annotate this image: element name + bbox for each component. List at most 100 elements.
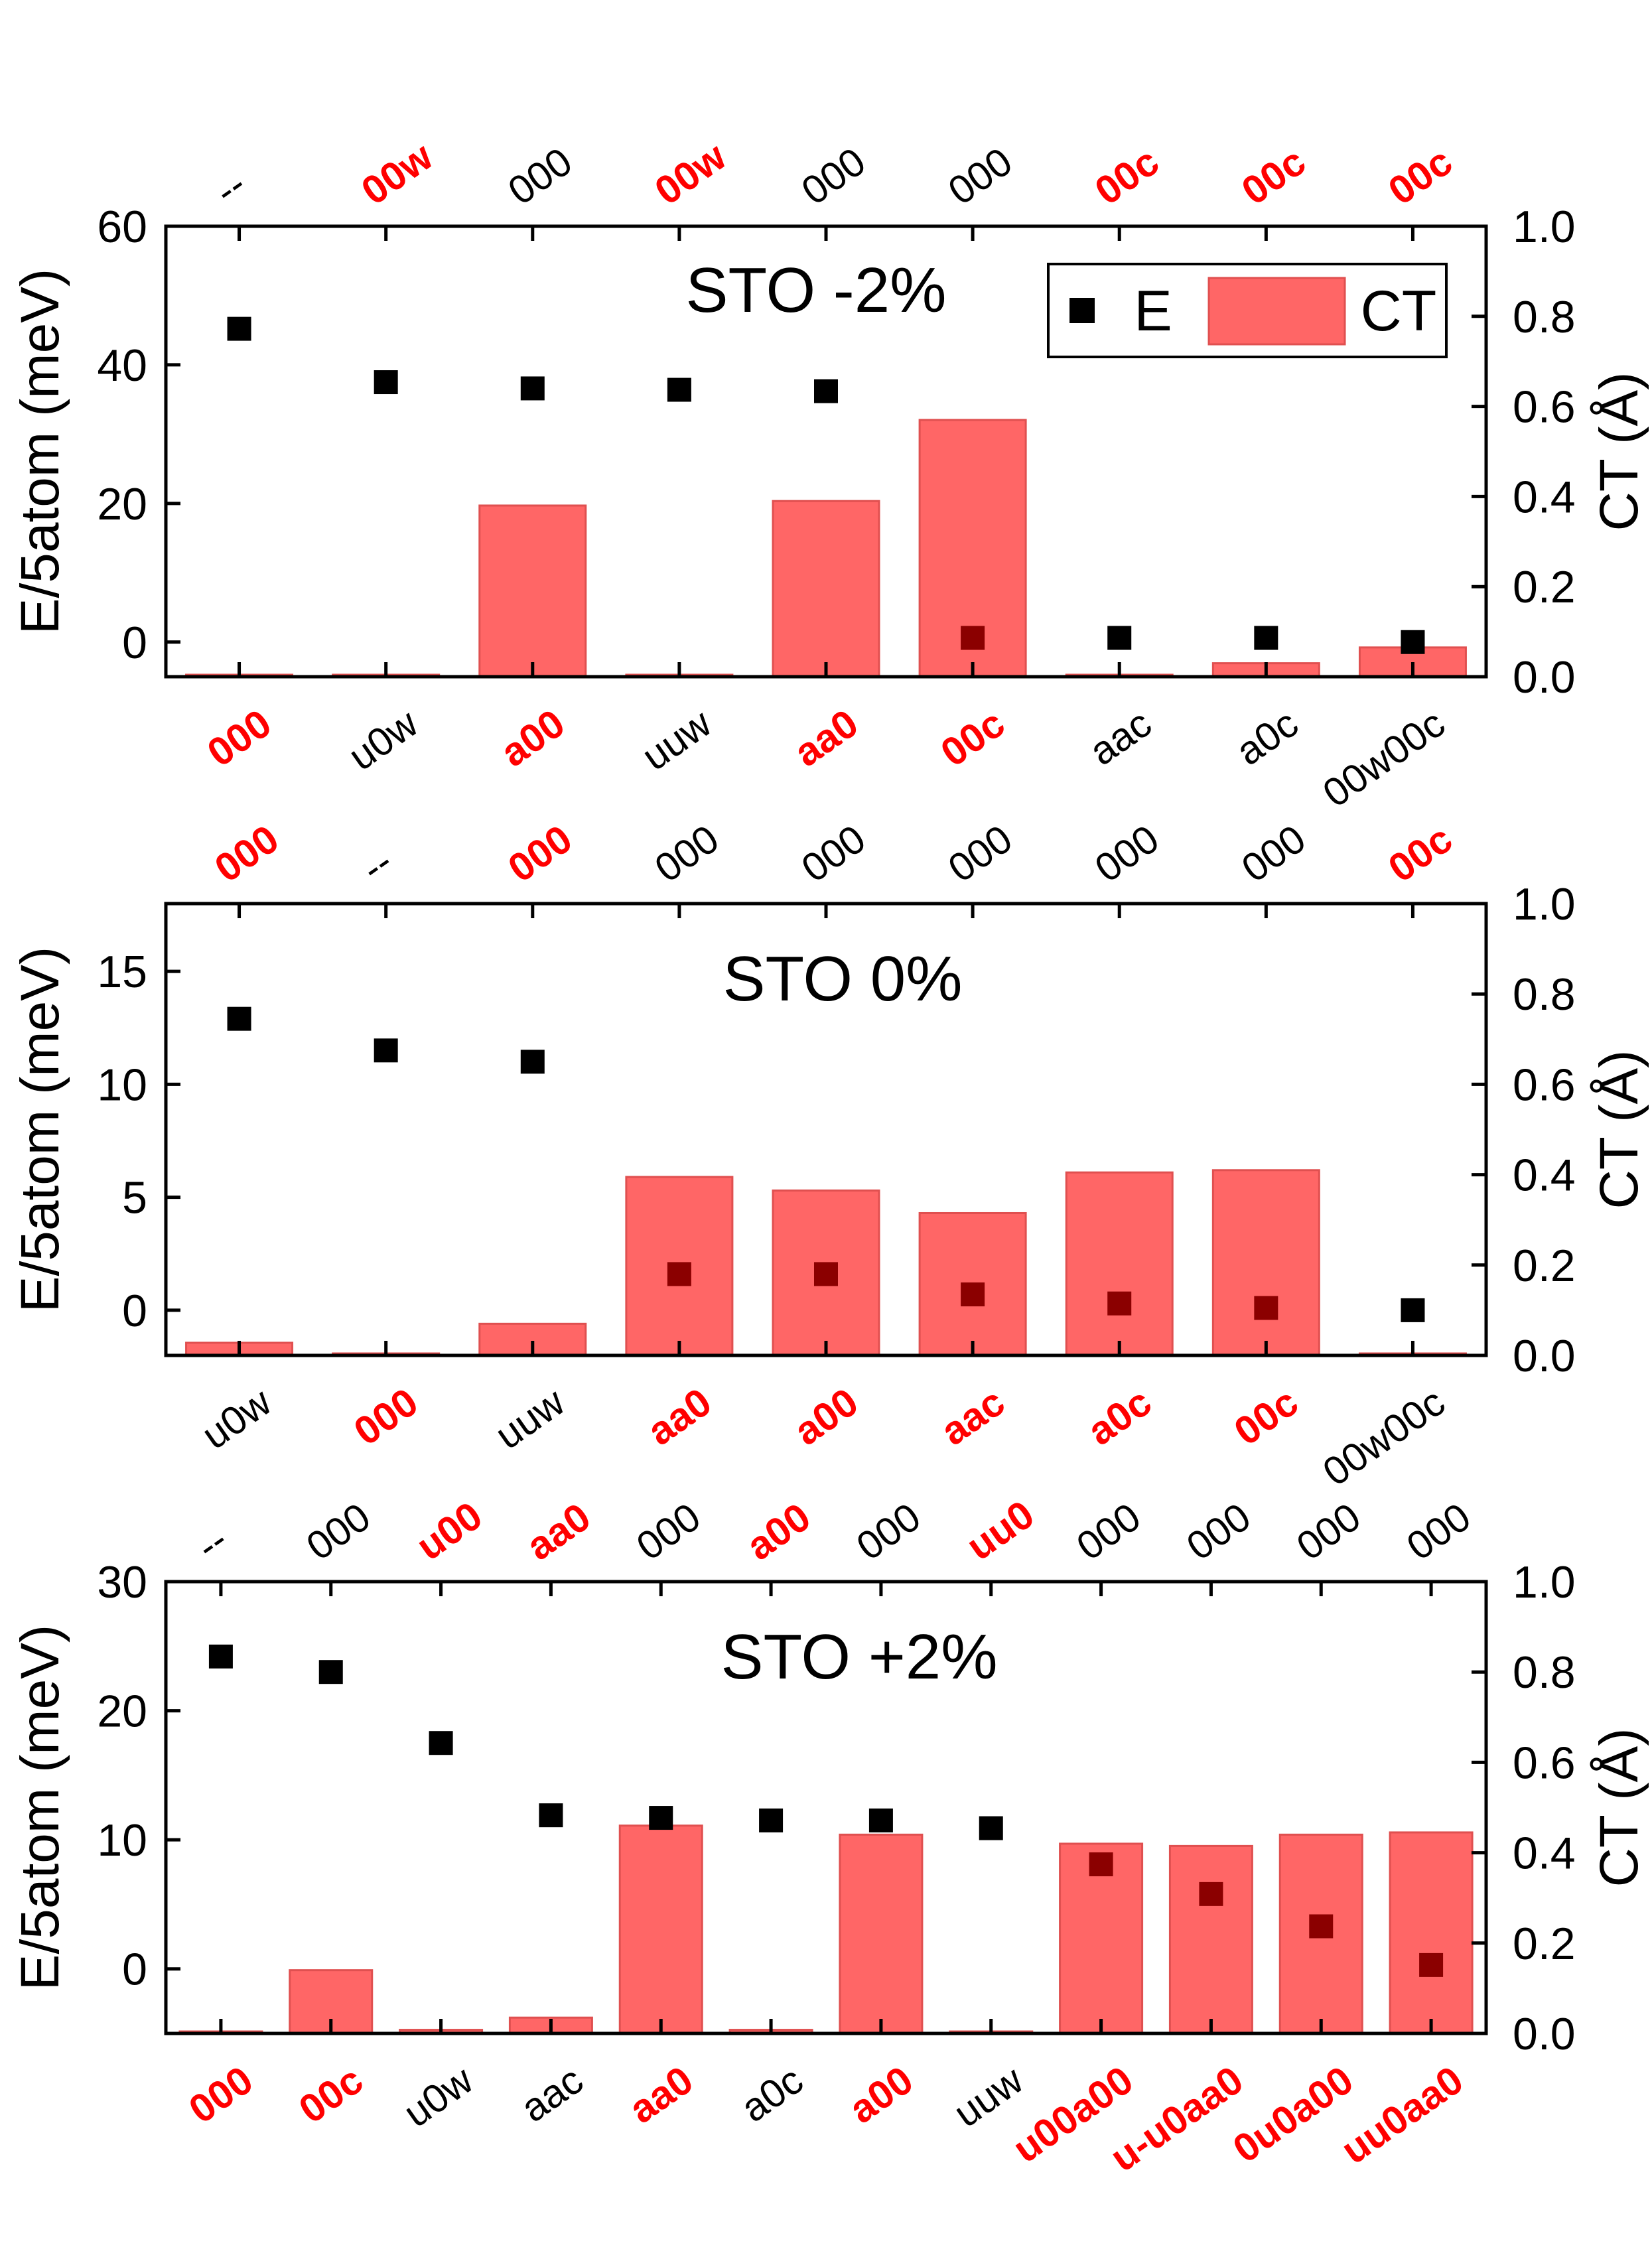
bottom-category-label: 00c (933, 701, 1012, 775)
top-category-label: 000 (1399, 1494, 1478, 1568)
left-tick-label: 20 (97, 479, 147, 529)
left-axis-title: E/5atom (meV) (10, 269, 70, 634)
ct-bar (839, 1833, 924, 2035)
left-axis-title: E/5atom (meV) (10, 1625, 70, 1990)
energy-point (520, 376, 545, 401)
right-tick-label: 0.2 (1513, 1919, 1576, 1969)
energy-point (227, 1006, 251, 1031)
left-tick-label: 10 (97, 1815, 147, 1866)
energy-point (318, 1660, 343, 1684)
energy-point (961, 1282, 985, 1307)
top-category-label: 00w (647, 134, 734, 214)
bottom-category-label: aac (1081, 701, 1160, 774)
bottom-category-label: 000 (181, 2057, 261, 2132)
right-tick-label: 1.0 (1513, 1557, 1576, 1608)
energy-point (1419, 1953, 1444, 1977)
ct-bar (1389, 1831, 1474, 2035)
right-tick-label: 0.8 (1513, 969, 1576, 1020)
ct-bar (772, 500, 880, 678)
bottom-category-label: u0w (194, 1379, 279, 1458)
bottom-category-label: 00w00c (1315, 701, 1453, 816)
energy-point (520, 1050, 545, 1074)
left-tick-label: 5 (122, 1173, 147, 1223)
energy-point (1401, 630, 1425, 654)
energy-point (759, 1808, 784, 1832)
energy-point (1089, 1852, 1113, 1877)
right-tick-label: 0.2 (1513, 562, 1576, 612)
left-tick-label: 30 (97, 1557, 147, 1608)
panel-title: STO +2% (721, 1621, 997, 1692)
right-tick-label: 0.4 (1513, 1150, 1576, 1201)
ct-bar (1211, 1169, 1320, 1357)
legend-swatch-ct (1207, 277, 1346, 346)
right-axis-title: CT (Å) (1589, 372, 1649, 531)
right-tick-label: 0.0 (1513, 652, 1576, 703)
bottom-category-label: aac (933, 1379, 1012, 1454)
top-category-label: 000 (207, 816, 287, 890)
bottom-category-label: u0w (395, 2057, 481, 2136)
top-category-label: 000 (940, 816, 1020, 890)
top-category-label: 000 (793, 816, 873, 890)
energy-point (1107, 1291, 1132, 1316)
energy-point (1107, 626, 1132, 650)
top-category-label: 000 (940, 139, 1020, 213)
legend-marker-e (1069, 298, 1095, 323)
top-category-label: uu0 (959, 1492, 1042, 1569)
top-category-label: 000 (1178, 1494, 1258, 1568)
ct-bar (1168, 1844, 1253, 2035)
top-category-label: -- (207, 162, 254, 214)
ct-bar (618, 1824, 703, 2035)
top-category-label: 000 (1069, 1494, 1148, 1568)
top-category-label: aa0 (518, 1494, 598, 1568)
top-category-label: 00w (354, 134, 441, 214)
right-tick-label: 0.6 (1513, 1060, 1576, 1110)
top-category-label: 00c (1380, 816, 1460, 890)
bottom-category-label: a0c (733, 2057, 811, 2130)
plot-frame (164, 1580, 1488, 2035)
top-category-label: -- (354, 839, 401, 891)
bottom-category-label: aa0 (640, 1379, 719, 1454)
ct-bar (478, 504, 587, 678)
energy-point (429, 1731, 453, 1755)
top-category-label: 00c (1087, 139, 1166, 213)
energy-point (667, 1262, 691, 1286)
bottom-category-label: uuw (487, 1379, 573, 1458)
legend-label-ct: CT (1361, 279, 1437, 343)
top-category-label: 000 (1087, 816, 1166, 890)
right-tick-label: 0.6 (1513, 382, 1576, 433)
energy-point (1254, 1296, 1278, 1320)
top-category-label: 00c (1380, 139, 1460, 213)
top-category-label: 000 (647, 816, 726, 890)
left-axis-title: E/5atom (meV) (10, 947, 70, 1312)
left-tick-label: 60 (97, 202, 147, 252)
right-tick-label: 0.6 (1513, 1738, 1576, 1788)
energy-point (374, 370, 398, 395)
legend: E CT (1047, 263, 1448, 358)
bottom-category-label: u0w (340, 701, 426, 779)
energy-point (1309, 1914, 1334, 1939)
top-category-label: a00 (738, 1494, 818, 1568)
bottom-category-label: a0c (1228, 701, 1306, 774)
bottom-category-label: a0c (1079, 1379, 1159, 1454)
left-tick-label: 0 (122, 1286, 147, 1336)
right-tick-label: 0.8 (1513, 292, 1576, 342)
left-tick-label: 0 (122, 1945, 147, 1995)
bottom-category-label: aac (513, 2057, 591, 2130)
left-tick-label: 40 (97, 340, 147, 391)
right-tick-label: 0.0 (1513, 1331, 1576, 1381)
energy-point (1254, 626, 1278, 650)
top-category-label: 00c (1233, 139, 1313, 213)
ct-bar (1065, 1171, 1174, 1357)
top-category-label: u00 (409, 1493, 490, 1568)
panel-sto-minus-2: 0 20 40 60 0.0 0.2 0.4 0.6 0.8 1.0 000 -- u0w 00w a00 0… (10, 134, 1649, 816)
energy-point (227, 316, 251, 341)
panel-title: STO 0% (723, 943, 962, 1014)
energy-point (667, 377, 691, 402)
bottom-category-label: a00 (841, 2057, 921, 2132)
top-category-label: 000 (500, 816, 580, 890)
top-category-label: 000 (628, 1494, 708, 1568)
top-category-label: 000 (1233, 816, 1313, 890)
top-category-label: 000 (793, 139, 873, 213)
energy-point (1199, 1882, 1223, 1906)
